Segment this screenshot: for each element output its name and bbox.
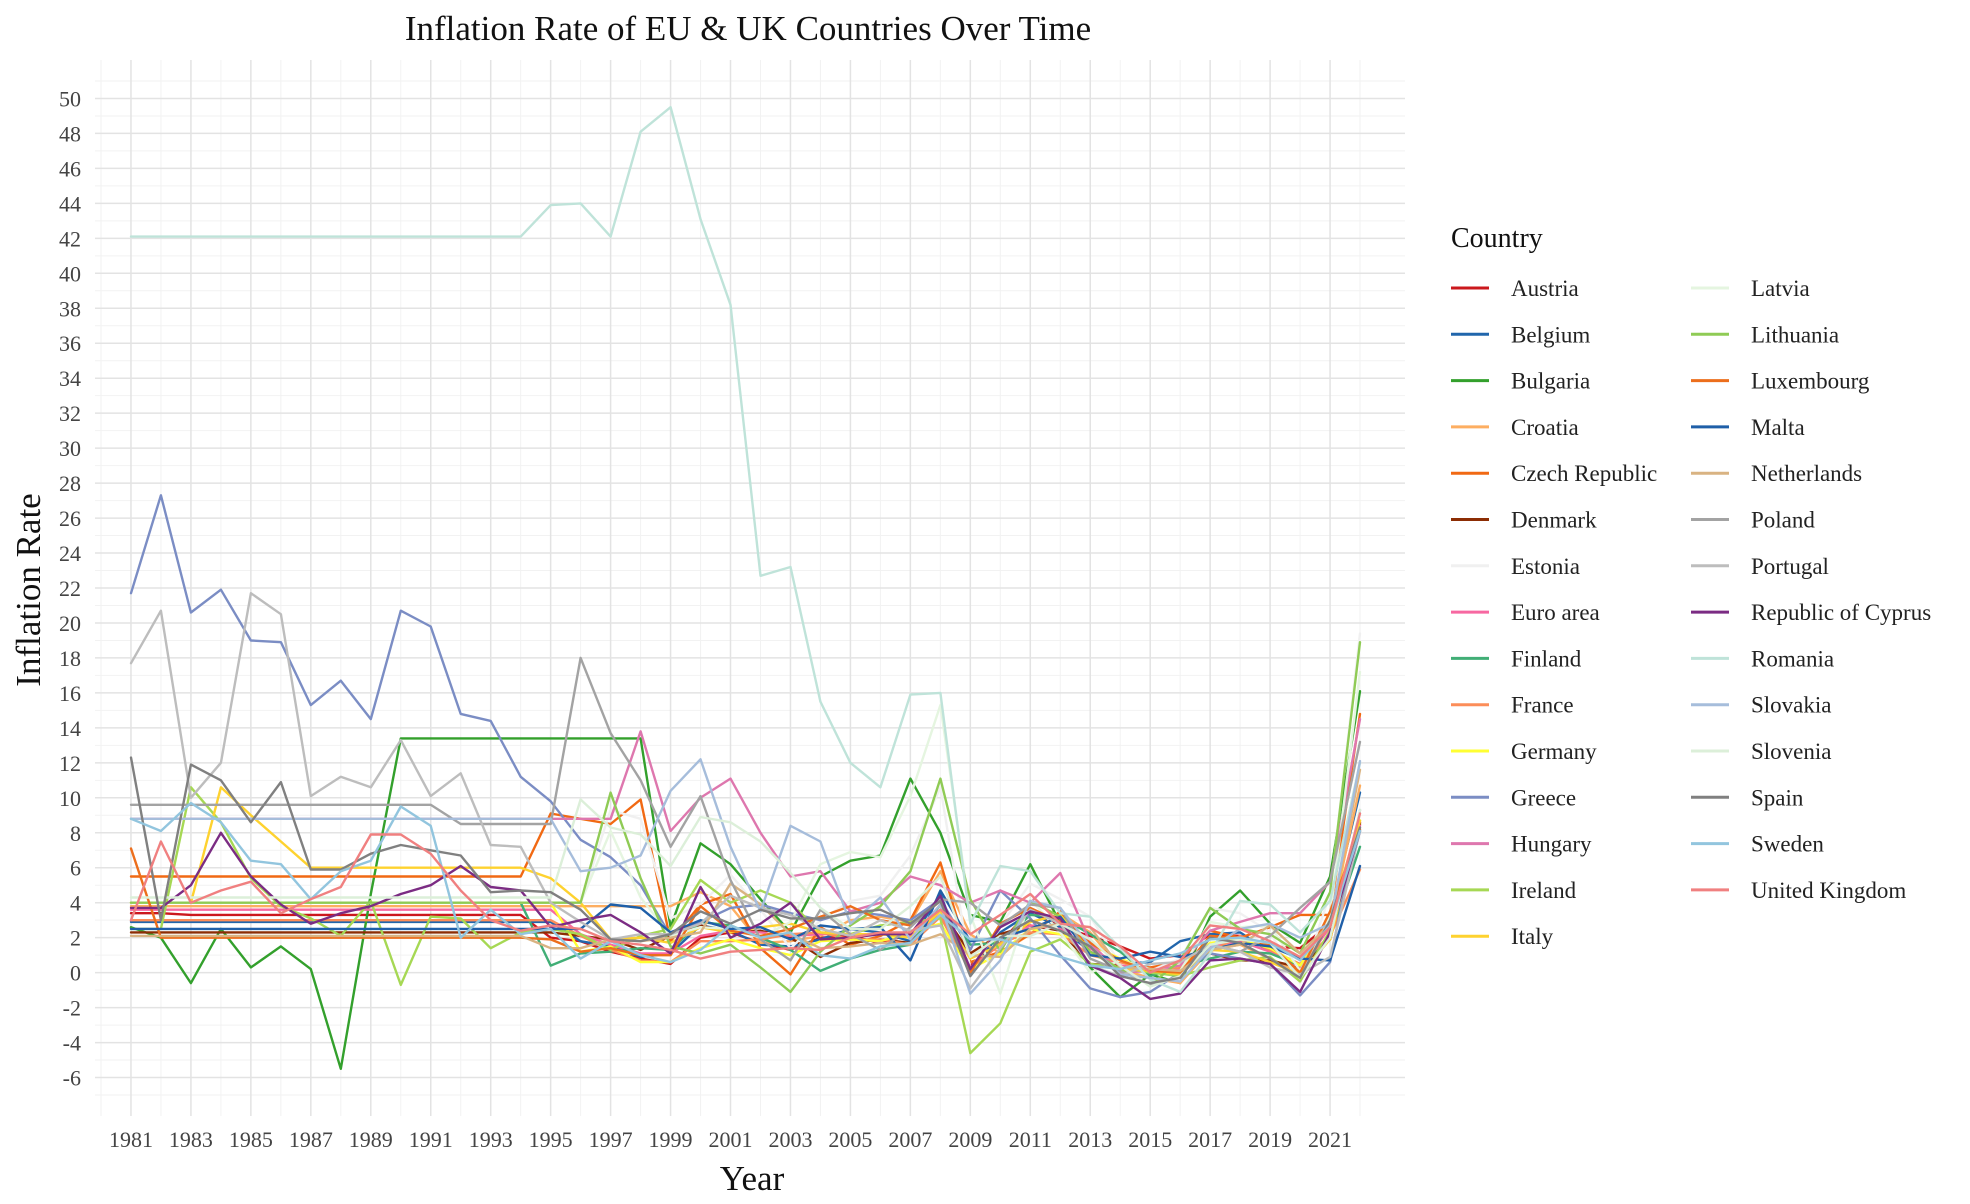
legend-label-finland: Finland — [1511, 646, 1582, 671]
legend-label-sweden: Sweden — [1751, 832, 1824, 857]
legend-label-latvia: Latvia — [1751, 276, 1810, 301]
y-tick-label: 8 — [70, 821, 81, 846]
plot-area: -6-4-20246810121416182022242628303234363… — [59, 60, 1405, 1152]
legend-label-belgium: Belgium — [1511, 322, 1590, 347]
x-tick-label: 1999 — [649, 1127, 693, 1152]
y-tick-label: -2 — [63, 996, 81, 1021]
legend-label-hungary: Hungary — [1511, 832, 1592, 857]
legend-label-greece: Greece — [1511, 785, 1576, 810]
legend-label-republic-of-cyprus: Republic of Cyprus — [1751, 600, 1931, 625]
legend-label-austria: Austria — [1511, 276, 1579, 301]
legend-label-france: France — [1511, 693, 1574, 718]
legend-label-slovakia: Slovakia — [1751, 693, 1832, 718]
y-tick-label: -6 — [63, 1066, 81, 1091]
x-tick-label: 1989 — [349, 1127, 393, 1152]
legend-label-spain: Spain — [1751, 785, 1804, 810]
x-tick-label: 2017 — [1188, 1127, 1232, 1152]
y-tick-label: 12 — [59, 751, 81, 776]
x-tick-label: 2003 — [768, 1127, 812, 1152]
legend-label-bulgaria: Bulgaria — [1511, 369, 1590, 394]
y-tick-label: 2 — [70, 926, 81, 951]
series-line-sweden — [129, 801, 1362, 971]
x-tick-label: 2019 — [1248, 1127, 1292, 1152]
y-tick-label: 46 — [59, 156, 81, 181]
x-tick-label: 1997 — [589, 1127, 633, 1152]
y-tick-label: 6 — [70, 856, 81, 881]
series-line-spain — [129, 756, 1362, 985]
legend-title: Country — [1451, 223, 1543, 254]
y-tick-label: 30 — [59, 436, 81, 461]
y-tick-label: 18 — [59, 646, 81, 671]
x-tick-label: 2001 — [709, 1127, 753, 1152]
x-tick-label: 1987 — [289, 1127, 333, 1152]
x-tick-label: 1995 — [529, 1127, 573, 1152]
y-tick-label: 44 — [59, 191, 81, 216]
y-tick-label: 20 — [59, 611, 81, 636]
legend-label-denmark: Denmark — [1511, 508, 1597, 533]
y-tick-label: 40 — [59, 261, 81, 286]
series-line-united-kingdom — [129, 812, 1362, 974]
y-tick-label: 48 — [59, 121, 81, 146]
legend-label-ireland: Ireland — [1511, 878, 1577, 903]
series-line-hungary — [129, 717, 1362, 974]
x-axis-title: Year — [720, 1159, 785, 1198]
chart-title: Inflation Rate of EU & UK Countries Over… — [405, 9, 1091, 48]
x-tick-label: 2005 — [828, 1127, 872, 1152]
y-tick-label: 42 — [59, 226, 81, 251]
x-tick-label: 2007 — [888, 1127, 932, 1152]
x-tick-label: 2009 — [948, 1127, 992, 1152]
legend-label-croatia: Croatia — [1511, 415, 1579, 440]
y-tick-label: -4 — [63, 1031, 81, 1056]
y-tick-label: 14 — [59, 716, 81, 741]
series-line-greece — [129, 494, 1362, 999]
x-tick-label: 2015 — [1128, 1127, 1172, 1152]
y-tick-label: 32 — [59, 401, 81, 426]
x-tick-label: 1993 — [469, 1127, 513, 1152]
y-tick-label: 38 — [59, 296, 81, 321]
legend-label-estonia: Estonia — [1511, 554, 1580, 579]
series-line-portugal — [129, 592, 1362, 990]
series-line-slovakia — [129, 758, 1362, 995]
y-tick-label: 36 — [59, 331, 81, 356]
y-tick-label: 28 — [59, 471, 81, 496]
series-line-ireland — [129, 786, 1362, 1055]
x-tick-label: 1983 — [169, 1127, 213, 1152]
y-tick-label: 0 — [70, 961, 81, 986]
legend-label-united-kingdom: United Kingdom — [1751, 878, 1906, 903]
x-tick-label: 1985 — [229, 1127, 273, 1152]
legend-label-poland: Poland — [1751, 508, 1815, 533]
legend-label-czech-republic: Czech Republic — [1511, 461, 1657, 486]
legend-label-lithuania: Lithuania — [1751, 322, 1839, 347]
legend-label-germany: Germany — [1511, 739, 1597, 764]
legend-label-romania: Romania — [1751, 646, 1834, 671]
y-tick-label: 4 — [70, 891, 81, 916]
legend-label-slovenia: Slovenia — [1751, 739, 1832, 764]
y-tick-label: 16 — [59, 681, 81, 706]
x-tick-label: 1991 — [409, 1127, 453, 1152]
y-tick-label: 34 — [59, 366, 81, 391]
series-line-romania — [129, 105, 1362, 994]
y-tick-label: 50 — [59, 86, 81, 111]
y-axis-title: Inflation Rate — [9, 493, 48, 686]
legend-label-euro-area: Euro area — [1511, 600, 1600, 625]
series-line-malta — [129, 864, 1362, 962]
legend-label-malta: Malta — [1751, 415, 1805, 440]
x-tick-label: 2011 — [1009, 1127, 1052, 1152]
legend-label-italy: Italy — [1511, 924, 1554, 949]
y-tick-label: 26 — [59, 506, 81, 531]
legend-label-luxembourg: Luxembourg — [1751, 369, 1870, 394]
y-tick-label: 10 — [59, 786, 81, 811]
legend: Austria Belgium Bulgaria Croatia Czech Repub… — [1451, 276, 1931, 949]
y-tick-label: 24 — [59, 541, 81, 566]
legend-label-netherlands: Netherlands — [1751, 461, 1862, 486]
legend-label-portugal: Portugal — [1751, 554, 1829, 579]
x-tick-label: 2013 — [1068, 1127, 1112, 1152]
x-tick-label: 2021 — [1308, 1127, 1352, 1152]
y-tick-label: 22 — [59, 576, 81, 601]
x-tick-label: 1981 — [109, 1127, 153, 1152]
series-line-slovenia — [129, 798, 1362, 988]
